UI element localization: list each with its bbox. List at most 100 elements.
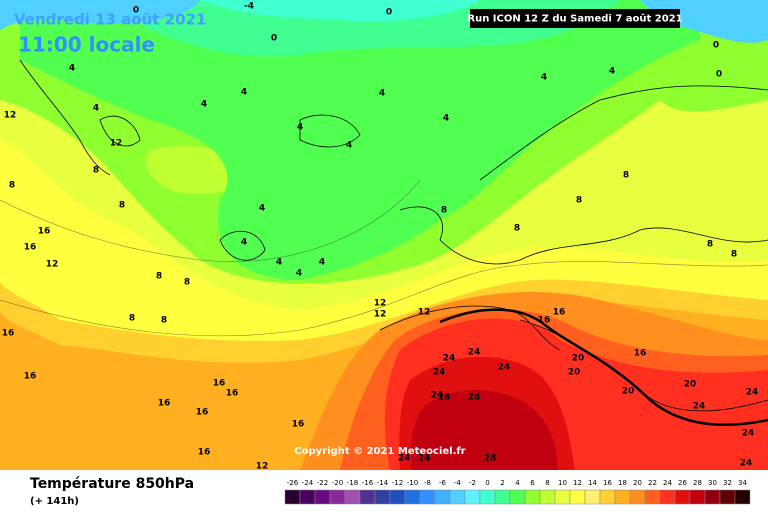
contour-label: 12 — [4, 111, 17, 121]
contour-label: 0 — [716, 70, 722, 80]
colorbar-swatch — [659, 489, 676, 505]
colorbar-swatch — [734, 489, 751, 505]
colorbar-label: 8 — [545, 479, 549, 487]
contour-label: 24 — [742, 429, 755, 439]
contour-label: 16 — [538, 316, 551, 326]
contour-label: 16 — [158, 399, 171, 409]
contour-label: 0 — [133, 6, 139, 16]
contour-label: 4 — [296, 269, 302, 279]
colorbar-label: -6 — [439, 479, 447, 487]
contour-label: 24 — [418, 454, 431, 464]
contour-label: 8 — [184, 278, 190, 288]
colorbar-label: 28 — [693, 479, 702, 487]
contour-label: 24 — [431, 391, 444, 401]
colorbar-swatch — [494, 489, 511, 505]
contour-label: 0 — [271, 34, 277, 44]
contour-label: 8 — [156, 272, 162, 282]
contour-label: 16 — [24, 243, 37, 253]
colorbar-swatch — [314, 489, 331, 505]
contour-label: 4 — [346, 141, 352, 151]
contour-label: 0 — [713, 41, 719, 51]
colorbar-label: -22 — [317, 479, 328, 487]
colorbar-label: -24 — [302, 479, 314, 487]
contour-label: 20 — [684, 380, 697, 390]
contour-label: 8 — [623, 171, 629, 181]
colorbar-swatch — [359, 489, 376, 505]
colorbar-label: -26 — [287, 479, 299, 487]
colorbar-swatch — [389, 489, 406, 505]
colorbar-label: 22 — [648, 479, 657, 487]
colorbar-label: 12 — [573, 479, 582, 487]
colorbar-label: -14 — [377, 479, 389, 487]
colorbar-label: -8 — [424, 479, 431, 487]
colorbar-swatch — [374, 489, 391, 505]
colorbar-swatch — [689, 489, 706, 505]
colorbar-label: -10 — [407, 479, 418, 487]
contour-label: 4 — [93, 104, 99, 114]
contour-label: 16 — [24, 372, 37, 382]
colorbar-swatch — [674, 489, 691, 505]
colorbar-swatch — [404, 489, 421, 505]
colorbar-label: 26 — [678, 479, 687, 487]
contour-label: 4 — [297, 123, 303, 133]
colorbar-swatch — [344, 489, 361, 505]
colorbar-swatch — [644, 489, 661, 505]
contour-label: 8 — [514, 224, 520, 234]
contour-label: 12 — [418, 308, 431, 318]
contour-label: 4 — [276, 258, 282, 268]
run-box — [470, 9, 680, 28]
contour-label: 16 — [553, 308, 566, 318]
colorbar-label: 4 — [515, 479, 520, 487]
colorbar-swatch — [704, 489, 721, 505]
colorbar-swatch — [449, 489, 466, 505]
contour-label: 16 — [292, 420, 305, 430]
contour-label: 8 — [731, 250, 737, 260]
colorbar-label: -12 — [392, 479, 403, 487]
contour-label: 20 — [572, 354, 585, 364]
colorbar-swatch — [569, 489, 586, 505]
colorbar-label: 10 — [558, 479, 567, 487]
colorbar-label: 6 — [530, 479, 535, 487]
colorbar-swatch — [299, 489, 316, 505]
contour-label: 0 — [386, 8, 392, 18]
contour-label: 8 — [707, 240, 713, 250]
contour-label: 8 — [93, 166, 99, 176]
contour-label: 24 — [433, 368, 446, 378]
colorbar-label: 20 — [633, 479, 642, 487]
colorbar-swatch — [539, 489, 556, 505]
colorbar-swatch — [509, 489, 526, 505]
contour-label: 4 — [201, 100, 207, 110]
colorbar-label: 30 — [708, 479, 717, 487]
colorbar-swatch — [524, 489, 541, 505]
colorbar-label: -20 — [332, 479, 343, 487]
footer-step: (+ 141h) — [30, 496, 79, 507]
colorbar-swatch — [479, 489, 496, 505]
colorbar-label: 16 — [603, 479, 612, 487]
contour-label: 28 — [468, 393, 481, 403]
contour-label: 28 — [438, 393, 451, 403]
colorbar-label: 34 — [738, 479, 747, 487]
forecast-date: Vendredi 13 août 2021 — [14, 11, 206, 29]
contour-label: 24 — [693, 402, 706, 412]
contour-label: 12 — [110, 139, 123, 149]
contour-label: 20 — [568, 368, 581, 378]
forecast-time: 11:00 locale — [18, 33, 155, 57]
colorbar-label: 24 — [663, 479, 672, 487]
contour-label: -4 — [244, 2, 254, 12]
coastlines — [0, 59, 768, 427]
colorbar-swatch — [554, 489, 571, 505]
colorbar-swatch — [464, 489, 481, 505]
colorbar-swatch — [599, 489, 616, 505]
contour-label: 4 — [541, 73, 547, 83]
contour-label: 24 — [498, 363, 511, 373]
colorbar: -26 -24 -22 -20 -18 -16 -14 -12 -10 -8 -6 -4 -2 0 2 4 6 8… — [284, 479, 751, 505]
contour-label: 16 — [634, 349, 647, 359]
colorbar-swatch — [629, 489, 646, 505]
colorbar-label: -4 — [454, 479, 462, 487]
contour-label: 16 — [196, 408, 209, 418]
contour-label: 28 — [484, 454, 497, 464]
contour-label: 24 — [746, 388, 759, 398]
contour-label: 8 — [161, 316, 167, 326]
contour-label: 8 — [119, 201, 125, 211]
